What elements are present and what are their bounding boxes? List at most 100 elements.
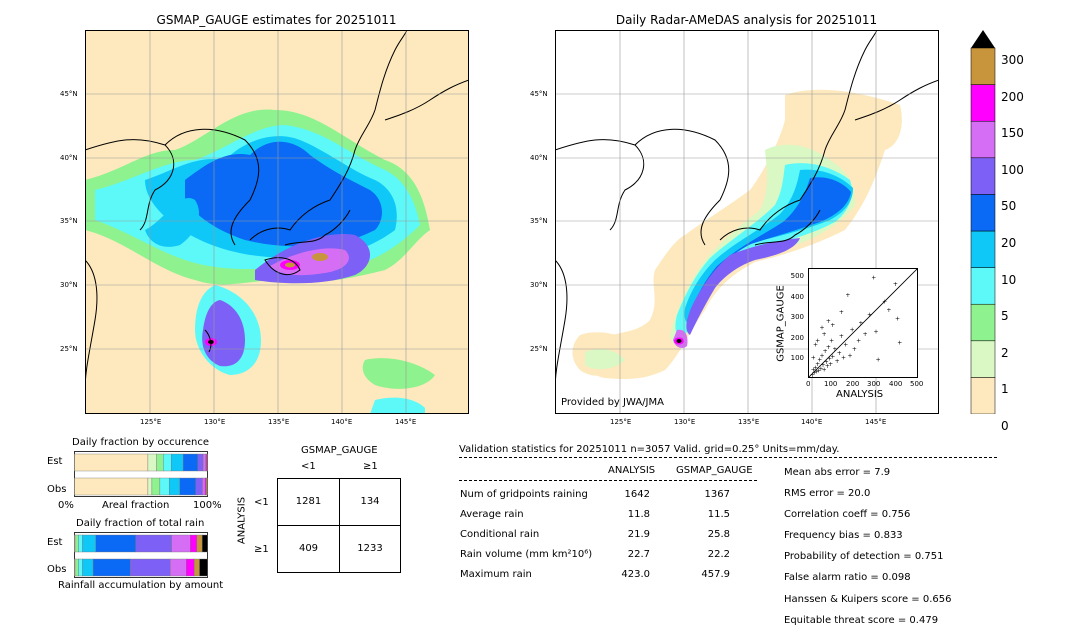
fraction-bar-segment (168, 477, 181, 496)
scatter-point: + (811, 355, 816, 362)
colorbar-band (970, 157, 996, 195)
fraction-bar-segment (197, 453, 204, 472)
scatter-point: + (817, 357, 822, 364)
scatter-point: + (873, 329, 878, 336)
total-rain-title: Daily fraction of total rain (76, 518, 205, 529)
scatter-point: + (813, 364, 818, 371)
contingency-row-lt: <1 (254, 497, 269, 508)
scatter-point: + (886, 307, 891, 314)
data-credit: Provided by JWA/JMA (561, 397, 664, 408)
scatter-ylabel: GSMAP_GAUGE (775, 285, 787, 362)
left-lat-40: 40°N (60, 154, 78, 162)
occurrence-bars (74, 451, 208, 497)
stat-label: Rain volume (mm km²10⁶) (460, 549, 593, 560)
left-lon-125: 125°E (140, 418, 162, 426)
colorbar-label: 300 (1001, 53, 1024, 67)
right-lat-35: 35°N (530, 217, 548, 225)
total-rain-est-label: Est (47, 537, 63, 548)
stat-analysis-value: 423.0 (621, 569, 650, 580)
fraction-bar-segment (135, 534, 172, 553)
colorbar-label: 5 (1001, 309, 1009, 324)
scatter-ytick: 400 (790, 292, 804, 301)
left-lon-145: 145°E (395, 418, 417, 426)
total-rain-bars (74, 532, 208, 578)
stat-gsmap-value: 11.5 (707, 509, 730, 520)
stat-label: Average rain (460, 509, 524, 520)
colorbar-label: 50 (1001, 199, 1017, 214)
fraction-bar-segment (206, 453, 208, 472)
fraction-bar-segment (74, 453, 149, 472)
scatter-point: + (826, 344, 831, 351)
scatter-point: + (830, 353, 835, 360)
score-ets: Equitable threat score = 0.479 (784, 614, 939, 626)
fraction-bar-segment (190, 534, 198, 553)
fraction-bar-segment (201, 534, 208, 553)
stat-label: Maximum rain (460, 569, 532, 580)
fraction-bar-segment (156, 453, 164, 472)
fraction-bar-segment (182, 453, 198, 472)
scatter-point: + (871, 275, 876, 282)
stat-analysis-value: 1642 (624, 489, 650, 500)
scatter-point: + (811, 366, 816, 373)
colorbar-band (970, 303, 996, 342)
scatter-point: + (858, 320, 863, 327)
scatter-point: + (813, 342, 818, 349)
scatter-point: + (822, 366, 827, 373)
score-mean-abs-error: Mean abs error = 7.9 (784, 467, 891, 478)
right-rain-field (572, 89, 902, 380)
scatter-xtick: 400 (889, 380, 903, 388)
score-correlation: Correlation coeff = 0.756 (784, 509, 911, 521)
right-coastline (555, 30, 939, 391)
colorbar-label: 10 (1001, 272, 1017, 287)
stat-gsmap-value: 457.9 (701, 569, 730, 580)
fraction-bar-segment (206, 477, 208, 496)
scatter-xtick: 300 (867, 380, 881, 388)
scatter-point: + (852, 346, 857, 353)
left-rain-field (85, 109, 435, 414)
fraction-bar-segment (92, 558, 131, 577)
fraction-bar-segment (170, 558, 187, 577)
scatter-point: + (819, 324, 824, 331)
scatter-point: + (816, 368, 821, 375)
contingency-col-ge: ≥1 (363, 461, 378, 472)
right-lon-145: 145°E (865, 418, 887, 426)
stat-label: Conditional rain (460, 529, 540, 540)
stat-gsmap-value: 25.8 (707, 529, 730, 540)
fraction-bar-segment (130, 558, 171, 577)
scatter-point: + (839, 309, 844, 316)
stat-gsmap-value: 22.2 (707, 549, 730, 560)
score-pod: Probability of detection = 0.751 (784, 551, 944, 563)
left-lon-140: 140°E (331, 418, 353, 426)
scatter-point: + (843, 342, 848, 349)
scatter-point: + (829, 337, 834, 344)
colorbar (970, 30, 996, 414)
validation-divider (459, 457, 997, 458)
scatter-point: + (839, 333, 844, 340)
total-rain-footer: Rainfall accumulation by amount (58, 580, 224, 591)
scatter-plot-frame: + + + + + + + + + + + + + + + + + + + + + + + + + + + + + + + + + + + + + + + +… (808, 268, 918, 379)
colorbar-band (970, 194, 996, 232)
scatter-point: + (867, 311, 872, 318)
left-lat-45: 45°N (60, 90, 78, 98)
scatter-xtick: 500 (910, 380, 924, 388)
scatter-point: + (819, 352, 824, 359)
right-map-title: Daily Radar-AMeDAS analysis for 20251011 (615, 13, 878, 27)
right-lon-140: 140°E (801, 418, 823, 426)
validation-subdivider (459, 480, 757, 481)
fraction-bar-segment (171, 534, 191, 553)
scatter-ytick: 300 (790, 313, 804, 322)
scatter-point: + (856, 337, 861, 344)
scatter-xtick: 200 (846, 380, 860, 388)
scatter-point: + (824, 359, 829, 366)
colorbar-band (970, 120, 996, 159)
occurrence-title: Daily fraction by occurence (72, 437, 210, 448)
scatter-point: + (895, 316, 900, 323)
stat-analysis-value: 22.7 (627, 549, 650, 560)
right-lon-130: 130°E (674, 418, 696, 426)
scatter-point: + (814, 369, 819, 376)
scatter-point: + (821, 362, 826, 369)
contingency-cell: 134 (360, 496, 380, 507)
left-lat-25: 25°N (60, 345, 78, 353)
score-hk: Hanssen & Kuipers score = 0.656 (784, 593, 952, 605)
scatter-point: + (810, 372, 815, 377)
